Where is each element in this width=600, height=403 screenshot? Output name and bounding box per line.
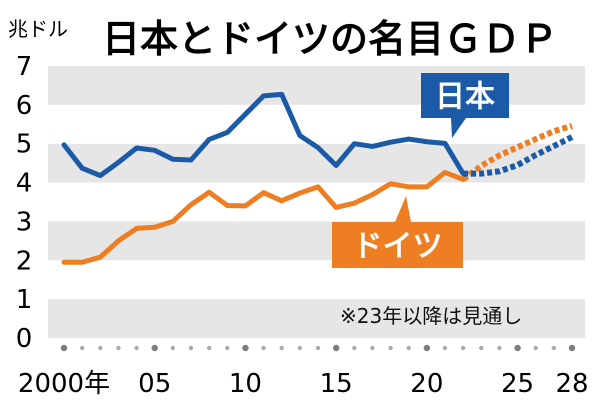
x-axis-dot — [134, 345, 139, 351]
y-tick-label: 1 — [16, 285, 33, 315]
grid-band — [48, 299, 585, 338]
x-tick-label: 10 — [229, 369, 262, 399]
grid-band — [48, 221, 585, 261]
x-axis-dot — [442, 345, 448, 351]
x-axis-dot — [170, 345, 176, 351]
x-axis-dot — [533, 345, 538, 351]
callout-box — [421, 73, 509, 118]
x-axis-dot — [514, 344, 521, 352]
y-tick-label: 3 — [16, 207, 33, 237]
x-axis-dot — [406, 345, 411, 351]
y-tick-label: 2 — [16, 246, 33, 276]
y-tick-label: 5 — [16, 130, 33, 160]
x-axis-dot — [60, 344, 68, 352]
x-tick-label: 05 — [138, 369, 171, 399]
y-tick-label: 0 — [16, 324, 33, 354]
x-axis-dot — [279, 345, 284, 351]
x-tick-label: 15 — [320, 369, 353, 399]
x-axis-dot — [479, 345, 484, 351]
callout-label: 日本 — [435, 80, 495, 115]
x-axis-dot — [79, 345, 85, 351]
callout-box — [332, 222, 463, 268]
y-axis-ticks: 0 1 2 3 4 5 6 7 — [16, 52, 33, 354]
x-axis-dot — [297, 345, 303, 351]
x-axis-dot — [568, 344, 576, 352]
x-axis-ticks: 2000年 05 10 15 20 25 28 — [18, 369, 589, 399]
x-tick-label: 25 — [501, 369, 534, 399]
y-tick-label: 6 — [16, 91, 33, 121]
x-axis-dot — [551, 345, 557, 351]
grid-band — [48, 260, 585, 300]
x-axis-dot — [261, 345, 266, 351]
y-tick-label: 4 — [16, 169, 33, 199]
x-axis-dot — [225, 345, 230, 351]
chart-title: 日本とドイツの名目ＧＤＰ — [102, 17, 558, 61]
x-axis-dot — [370, 345, 375, 351]
series-callout: ドイツ — [332, 196, 463, 268]
callout-pointer — [395, 196, 411, 222]
x-axis-dots — [60, 344, 576, 352]
x-axis-dot — [116, 345, 121, 351]
x-axis-dot — [188, 345, 194, 351]
series-line-forecast — [463, 134, 574, 177]
x-tick-label: 20 — [410, 369, 443, 399]
x-axis-dot — [352, 345, 357, 351]
x-axis-dot — [460, 345, 466, 351]
x-axis-dot — [423, 344, 431, 352]
x-axis-dot — [151, 344, 158, 352]
x-axis-dot — [332, 344, 340, 352]
x-axis-dot — [315, 345, 321, 351]
series-lines — [61, 91, 574, 265]
series-line-actual — [61, 91, 466, 179]
series-callout: 日本 — [421, 73, 509, 138]
x-axis-dot — [206, 345, 212, 351]
x-axis-dot — [497, 345, 502, 351]
x-axis-dot — [388, 345, 393, 351]
y-axis-unit-label: 兆ドル — [8, 17, 68, 41]
x-axis-dot — [242, 344, 249, 352]
series-line-actual — [61, 169, 466, 265]
x-tick-label: 28 — [555, 369, 588, 399]
callout-label: ドイツ — [353, 229, 443, 264]
y-tick-label: 7 — [16, 52, 33, 82]
x-axis-dot — [98, 345, 103, 351]
forecast-note: ※23年以降は見通し — [340, 304, 522, 328]
callout-pointer — [451, 118, 466, 138]
x-tick-label: 2000年 — [18, 369, 110, 399]
